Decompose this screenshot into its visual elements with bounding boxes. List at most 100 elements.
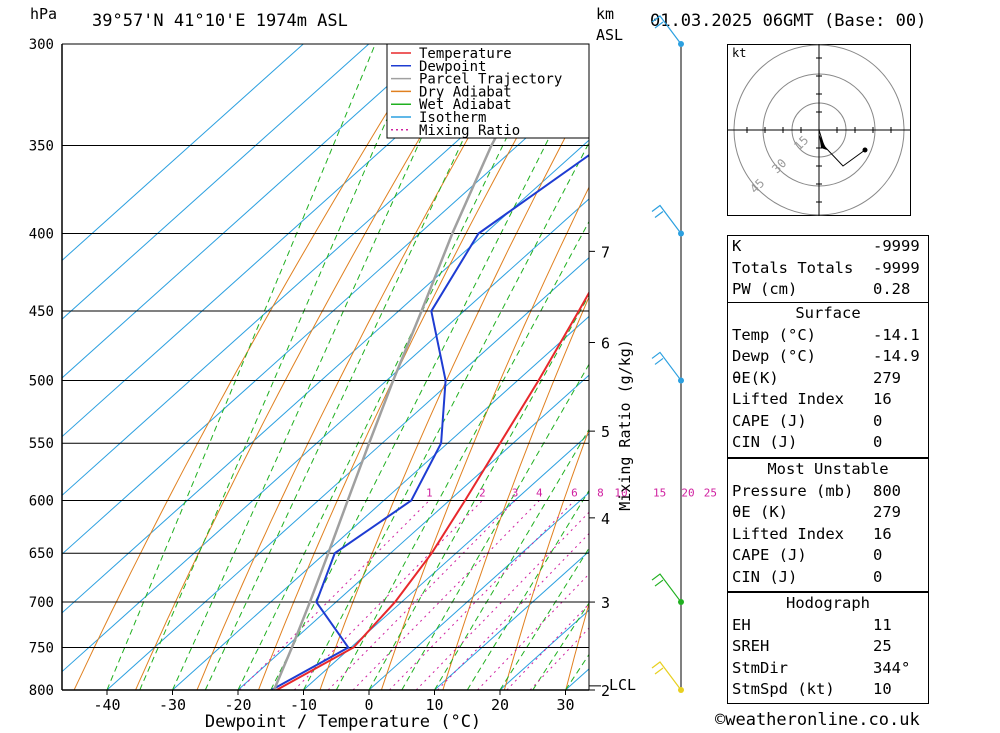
pressure-tick-label: 350	[29, 139, 54, 155]
mixing-ratio-line	[293, 500, 483, 690]
wind-barb	[651, 351, 682, 381]
temperature-tick-label: 20	[491, 696, 509, 714]
pressure-tick-label: 500	[29, 373, 54, 389]
temperature-tick-label: -30	[159, 696, 186, 714]
temperature-tick-label: -40	[93, 696, 120, 714]
pressure-tick-label: 700	[29, 595, 54, 611]
mixing-ratio-line	[437, 532, 589, 690]
isotherm-line	[237, 374, 589, 690]
surface-panel: Surface Temp (°C) -14.1 Dewp (°C) -14.9 θE(K…	[727, 302, 929, 458]
surface-row: Lifted Index 16	[728, 389, 928, 411]
copyright-footer[interactable]: ©weatheronline.co.uk	[715, 710, 920, 730]
dewpoint-series	[270, 153, 589, 690]
mixing-ratio-value-label: 10	[614, 487, 627, 500]
wind-barb	[651, 573, 682, 603]
index-row: K -9999	[728, 236, 928, 258]
hodograph-table-title: Hodograph	[786, 594, 870, 612]
surface-label: CIN (J)	[732, 433, 798, 451]
most-unstable-label: CIN (J)	[732, 567, 798, 586]
lcl-label: LCL	[609, 676, 636, 694]
km-tick-label: 2	[601, 682, 610, 700]
hodograph-param-label: SREH	[732, 637, 770, 655]
index-label: Totals Totals	[732, 258, 854, 277]
hodograph-param-value: 11	[873, 615, 892, 634]
isotherm-line	[62, 44, 566, 497]
hodograph-trace	[818, 129, 866, 167]
km-tick-label: 3	[601, 594, 610, 612]
mixing-ratio-value-label: 25	[704, 487, 717, 500]
surface-value: -14.1	[873, 325, 920, 344]
surface-label: Temp (°C)	[732, 325, 816, 344]
surface-value: 279	[873, 368, 901, 387]
mixing-ratio-value-label: 15	[653, 487, 666, 500]
legend-entry: Mixing Ratio	[419, 123, 520, 139]
hodograph-param-value: 25	[873, 637, 892, 655]
mixing-ratio-line	[352, 500, 540, 690]
legend-entry: Wet Adiabat	[419, 97, 512, 113]
isotherm-line	[106, 257, 589, 690]
most-unstable-row: Pressure (mb) 800	[728, 481, 928, 503]
wet-adiabat-line	[237, 44, 553, 690]
surface-row: θE(K) 279	[728, 368, 928, 390]
hodograph-param-label: StmSpd (kt)	[732, 680, 835, 698]
wind-barb	[651, 15, 682, 45]
legend-box	[386, 43, 590, 139]
index-label: K	[732, 237, 742, 255]
asl-label: ASL	[596, 26, 624, 44]
surface-row: CIN (J) 0	[728, 432, 928, 454]
most-unstable-label: Lifted Index	[732, 524, 844, 543]
hodograph-param-label: StmDir	[732, 658, 788, 677]
pressure-tick-label: 750	[29, 640, 54, 656]
hodograph-param-row: StmSpd (kt) 10	[728, 679, 928, 701]
temperature-tick-label: -10	[290, 696, 317, 714]
index-value: -9999	[873, 258, 920, 277]
wind-barb	[651, 661, 682, 691]
most-unstable-row: CIN (J) 0	[728, 567, 928, 589]
most-unstable-panel: Most Unstable Pressure (mb) 800 θE (K) 279 L…	[727, 458, 929, 592]
mixing-ratio-value-label: 6	[571, 487, 578, 500]
mixing-ratio-line	[415, 511, 589, 690]
surface-row: Dewp (°C) -14.9	[728, 346, 928, 368]
mixing-ratio-line	[477, 573, 589, 690]
hodograph-param-value: 10	[873, 680, 892, 698]
isotherm-line	[62, 198, 589, 673]
mixing-ratio-axis-label: Mixing Ratio (g/kg)	[616, 339, 634, 511]
km-tick-label: 7	[601, 243, 610, 261]
index-label: PW (cm)	[732, 280, 798, 298]
hodograph-param-value: 344°	[873, 658, 911, 677]
mixing-ratio-line	[389, 500, 575, 690]
km-tick-label: 6	[601, 334, 610, 352]
mixing-ratio-value-label: 3	[512, 487, 519, 500]
hodograph-end-point	[862, 147, 868, 153]
isotherm-line	[62, 139, 589, 614]
wet-adiabat-line	[466, 489, 589, 690]
hodograph-unit-label: kt	[732, 46, 746, 60]
dry-adiabat-line	[135, 44, 477, 690]
most-unstable-value: 16	[873, 524, 892, 543]
most-unstable-value: 0	[873, 546, 883, 564]
legend-entry: Dewpoint	[419, 59, 486, 75]
dry-adiabat-line	[196, 44, 523, 690]
surface-label: Lifted Index	[732, 390, 844, 408]
mixing-ratio-value-label: 8	[597, 487, 604, 500]
pressure-tick-label: 600	[29, 494, 54, 510]
wet-adiabat-line	[631, 44, 720, 690]
surface-value: 0	[873, 411, 883, 430]
km-tick-label: 5	[601, 423, 610, 441]
pressure-tick-label: 300	[29, 37, 54, 53]
temperature-tick-label: -20	[224, 696, 251, 714]
wet-adiabat-line	[434, 428, 589, 690]
wet-adiabat-line	[139, 44, 421, 690]
temperature-tick-label: 30	[556, 696, 574, 714]
surface-label: CAPE (J)	[732, 411, 807, 430]
temperature-tick-label: 10	[425, 696, 443, 714]
surface-row: Temp (°C) -14.1	[728, 325, 928, 347]
isotherm-line	[62, 44, 304, 262]
hodograph-param-label: EH	[732, 615, 751, 634]
surface-title: Surface	[795, 304, 861, 322]
isotherm-line	[631, 44, 720, 690]
hpa-label: hPa	[30, 5, 58, 23]
wet-adiabat-line	[303, 141, 589, 690]
location-title: 39°57'N 41°10'E 1974m ASL	[92, 11, 348, 31]
wind-barb	[651, 204, 682, 234]
